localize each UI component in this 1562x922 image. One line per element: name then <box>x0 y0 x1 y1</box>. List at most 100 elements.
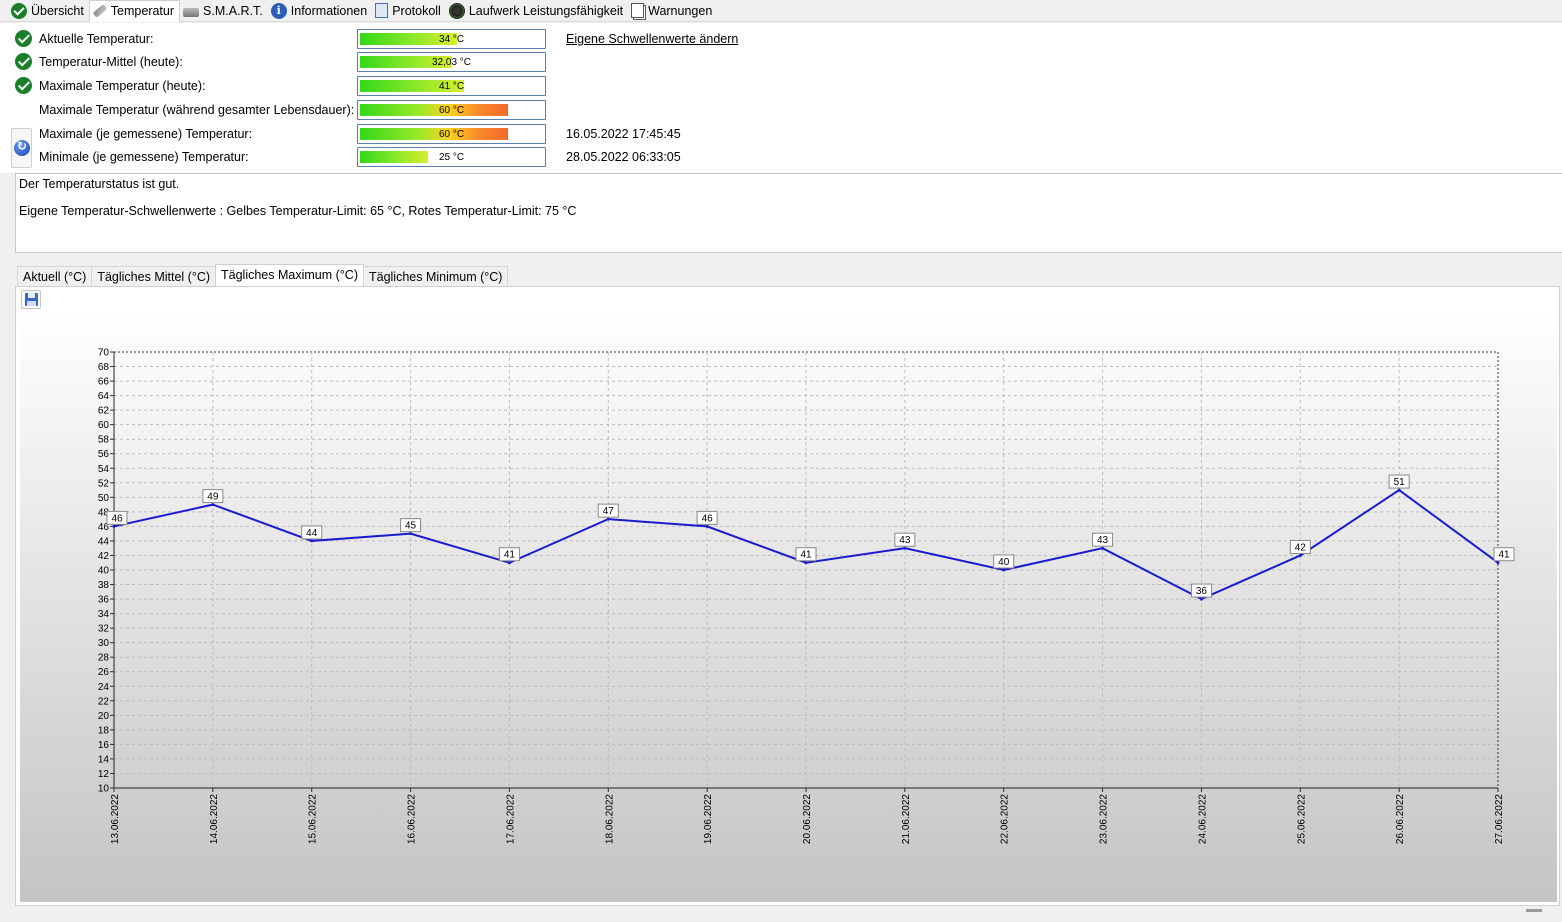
data-point <box>1298 553 1302 557</box>
temperature-bar-fill <box>360 128 508 140</box>
x-tick-label: 13.06.2022 <box>110 794 121 844</box>
temperature-row: Maximale Temperatur (während gesamter Le… <box>0 99 1000 121</box>
data-label: 45 <box>405 521 417 532</box>
data-label-box <box>1388 474 1410 489</box>
temperature-row: Maximale (je gemessene) Temperatur: 60 °C… <box>0 123 1000 145</box>
x-tick-label: 22.06.2022 <box>1000 794 1011 844</box>
x-tick-label: 14.06.2022 <box>209 794 220 844</box>
data-label: 49 <box>207 492 219 503</box>
y-tick-label: 66 <box>98 377 110 388</box>
y-tick-label: 52 <box>98 478 110 489</box>
tab-1[interactable]: Temperatur <box>88 0 181 22</box>
x-tick-label: 17.06.2022 <box>505 794 516 844</box>
temperature-bar: 60 °C <box>357 100 546 120</box>
data-label: 41 <box>504 550 516 561</box>
temperature-bar-fill <box>360 151 428 163</box>
chart-tab-3[interactable]: Tägliches Minimum (°C) <box>362 266 509 287</box>
data-point <box>310 539 314 543</box>
y-tick-label: 22 <box>98 696 110 707</box>
x-tick-label: 20.06.2022 <box>802 794 813 844</box>
check-circle-icon <box>15 53 32 70</box>
y-tick-label: 42 <box>98 551 110 562</box>
data-label-box <box>202 489 224 504</box>
chart-background <box>20 310 1557 902</box>
thermometer-icon <box>92 3 108 18</box>
tab-label: Temperatur <box>110 3 175 18</box>
x-tick-label: 27.06.2022 <box>1494 794 1505 844</box>
data-point <box>1002 568 1006 572</box>
refresh-button[interactable] <box>11 128 32 168</box>
temperature-value: 60 °C <box>438 129 465 140</box>
tab-label: Übersicht <box>31 3 84 18</box>
y-tick-label: 38 <box>98 580 110 591</box>
tab-5[interactable]: Laufwerk Leistungsfähigkeit <box>446 0 628 22</box>
save-chart-button[interactable] <box>21 290 41 309</box>
temperature-value: 25 °C <box>438 152 465 163</box>
x-tick-label: 18.06.2022 <box>604 794 615 844</box>
temperature-label: Maximale (je gemessene) Temperatur: <box>39 127 253 141</box>
x-tick-label: 26.06.2022 <box>1395 794 1406 844</box>
data-point <box>211 503 215 507</box>
temperature-label: Temperatur-Mittel (heute): <box>39 55 183 69</box>
y-tick-label: 34 <box>98 609 110 620</box>
temperature-bar-fill <box>360 80 464 92</box>
data-point <box>1101 546 1105 550</box>
temperature-row: Maximale Temperatur (heute): 41 °C <box>0 75 1000 97</box>
data-label-box <box>498 547 520 562</box>
tab-0[interactable]: Übersicht <box>8 0 89 22</box>
data-label-box <box>795 547 817 562</box>
x-tick-label: 19.06.2022 <box>703 794 714 844</box>
tab-label: Laufwerk Leistungsfähigkeit <box>468 3 624 18</box>
resize-grip[interactable] <box>1526 909 1542 912</box>
temperature-value: 41 °C <box>438 81 465 92</box>
change-thresholds-link[interactable]: Eigene Schwellenwerte ändern <box>566 32 739 46</box>
x-tick-label: 25.06.2022 <box>1296 794 1307 844</box>
timestamp: 28.05.2022 06:33:05 <box>566 150 681 164</box>
data-label: 46 <box>702 513 714 524</box>
temperature-label: Aktuelle Temperatur: <box>39 32 154 46</box>
check-circle-icon <box>15 30 32 47</box>
data-label: 41 <box>800 550 812 561</box>
data-label-box <box>597 503 619 518</box>
tab-2[interactable]: S.M.A.R.T. <box>180 0 268 22</box>
tab-3[interactable]: i Informationen <box>268 0 372 22</box>
tab-label: Warnungen <box>648 3 713 18</box>
tab-label: Informationen <box>290 3 368 18</box>
temperature-bar: 32,03 °C <box>357 52 546 72</box>
tab-4[interactable]: Protokoll <box>372 0 446 22</box>
data-point <box>1397 488 1401 492</box>
temperature-bar: 25 °C <box>357 147 546 167</box>
y-tick-label: 68 <box>98 362 110 373</box>
temperature-value: 34 °C <box>438 34 465 45</box>
x-tick-label: 15.06.2022 <box>308 794 319 844</box>
timestamp: 16.05.2022 17:45:45 <box>566 127 681 141</box>
y-tick-label: 44 <box>98 536 110 547</box>
data-point <box>507 561 511 565</box>
chart-tab-1[interactable]: Tägliches Mittel (°C) <box>91 266 217 287</box>
y-tick-label: 28 <box>98 653 110 664</box>
data-label: 36 <box>1196 586 1208 597</box>
data-label: 43 <box>1097 535 1109 546</box>
main-tab-bar: Übersicht Temperatur S.M.A.R.T. i Informatio… <box>0 0 1562 22</box>
data-label-box <box>106 510 128 525</box>
temperature-label: Maximale Temperatur (während gesamter Le… <box>39 103 355 117</box>
data-label: 41 <box>1498 550 1510 561</box>
chart-tab-2[interactable]: Tägliches Maximum (°C) <box>215 264 364 287</box>
status-text: Der Temperaturstatus ist gut. <box>19 177 180 191</box>
data-point <box>804 561 808 565</box>
tab-label: Protokoll <box>392 3 441 18</box>
data-label: 47 <box>603 506 615 517</box>
data-label-box <box>696 510 718 525</box>
y-tick-label: 46 <box>98 522 110 533</box>
y-tick-label: 30 <box>98 638 110 649</box>
check-circle-icon <box>11 2 27 19</box>
tab-6[interactable]: Warnungen <box>628 0 717 22</box>
y-tick-label: 54 <box>98 464 110 475</box>
data-point <box>705 524 709 528</box>
y-tick-label: 10 <box>98 784 110 795</box>
y-tick-label: 24 <box>98 682 110 693</box>
data-point <box>1199 597 1203 601</box>
y-tick-label: 64 <box>98 391 110 402</box>
chart-tab-0[interactable]: Aktuell (°C) <box>17 266 93 287</box>
y-tick-label: 62 <box>98 406 110 417</box>
